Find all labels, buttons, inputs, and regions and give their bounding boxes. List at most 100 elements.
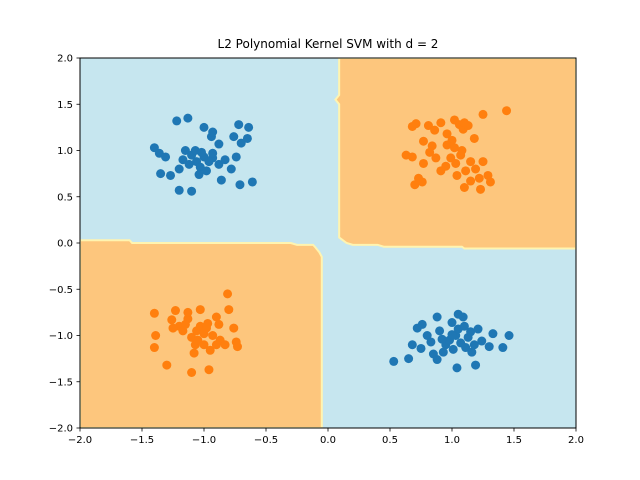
data-point-blue — [432, 355, 442, 365]
data-point-blue — [172, 116, 182, 126]
data-point-orange — [180, 319, 190, 329]
data-point-blue — [204, 157, 214, 167]
data-point-orange — [469, 133, 479, 143]
data-point-orange — [441, 161, 451, 171]
data-point-orange — [220, 340, 230, 350]
data-point-orange — [442, 129, 452, 139]
data-point-blue — [426, 337, 436, 347]
data-point-blue — [242, 133, 252, 143]
data-point-blue — [488, 329, 498, 339]
data-point-orange — [211, 312, 221, 322]
data-point-blue — [461, 343, 471, 353]
x-tick-label: 0.0 — [320, 435, 336, 446]
data-point-orange — [502, 106, 512, 116]
data-point-blue — [432, 312, 442, 322]
data-point-blue — [214, 159, 224, 169]
data-point-orange — [452, 170, 462, 180]
data-point-orange — [471, 164, 481, 174]
data-point-orange — [189, 348, 199, 358]
data-point-orange — [204, 365, 214, 375]
data-point-blue — [199, 122, 209, 132]
data-point-orange — [423, 121, 433, 131]
data-point-orange — [466, 176, 476, 186]
data-point-orange — [183, 307, 193, 317]
data-point-orange — [466, 157, 476, 167]
data-point-blue — [216, 175, 226, 185]
data-point-orange — [224, 305, 234, 315]
data-point-blue — [477, 336, 487, 346]
data-point-orange — [407, 152, 417, 162]
data-point-blue — [407, 340, 417, 350]
data-point-orange — [430, 125, 440, 135]
data-point-orange — [187, 368, 197, 377]
data-point-orange — [485, 177, 495, 187]
data-point-blue — [448, 344, 458, 354]
data-point-orange — [223, 289, 233, 299]
data-point-orange — [418, 158, 428, 168]
y-tick-label: 1.5 — [57, 100, 73, 111]
data-point-orange — [193, 335, 203, 345]
y-axis: −2.0 −1.5 −1.0 −0.5 0.0 0.5 1.0 1.5 2.0 — [49, 54, 80, 435]
data-point-orange — [208, 331, 218, 340]
x-tick-label: −1.5 — [130, 435, 154, 446]
data-point-blue — [194, 170, 204, 180]
decision-region-orange-1 — [334, 58, 576, 250]
data-point-orange — [170, 306, 180, 316]
x-tick-label: −1.0 — [192, 435, 216, 446]
data-point-blue — [459, 321, 469, 331]
data-point-blue — [467, 347, 477, 357]
data-point-orange — [461, 166, 471, 176]
data-point-blue — [389, 356, 399, 366]
data-point-blue — [471, 360, 481, 370]
y-tick-label: −0.5 — [49, 285, 73, 296]
chart-title: L2 Polynomial Kernel SVM with d = 2 — [218, 37, 439, 51]
data-point-blue — [231, 152, 241, 162]
data-point-blue — [469, 340, 479, 350]
data-point-orange — [149, 343, 159, 353]
data-point-blue — [220, 155, 230, 165]
data-point-blue — [447, 318, 457, 328]
data-point-blue — [235, 180, 245, 190]
data-point-orange — [211, 340, 221, 350]
data-point-orange — [151, 331, 161, 340]
y-tick-label: 0.0 — [57, 239, 73, 250]
data-point-orange — [459, 118, 469, 128]
y-tick-label: 2.0 — [57, 54, 73, 65]
data-point-blue — [466, 327, 476, 337]
data-point-blue — [447, 330, 457, 340]
y-tick-label: −1.5 — [49, 377, 73, 388]
data-point-orange — [167, 315, 177, 325]
y-tick-label: 1.0 — [57, 146, 73, 157]
data-point-orange — [199, 340, 209, 350]
data-point-orange — [149, 308, 159, 318]
y-tick-label: −1.0 — [49, 331, 73, 342]
data-point-orange — [162, 360, 172, 370]
data-point-orange — [449, 143, 459, 153]
data-point-blue — [498, 343, 508, 353]
data-point-blue — [473, 324, 483, 334]
data-point-blue — [437, 334, 447, 344]
data-point-orange — [418, 136, 428, 146]
data-point-orange — [411, 119, 421, 129]
data-point-blue — [214, 139, 224, 149]
data-point-blue — [484, 342, 494, 352]
data-point-orange — [478, 157, 488, 167]
data-point-blue — [234, 120, 244, 130]
data-point-blue — [416, 343, 426, 353]
data-point-blue — [166, 170, 176, 180]
data-point-orange — [431, 153, 441, 163]
data-point-orange — [436, 118, 446, 128]
x-tick-label: 2.0 — [568, 435, 584, 446]
data-point-blue — [208, 148, 218, 158]
data-point-orange — [195, 305, 205, 315]
data-point-blue — [438, 347, 448, 357]
data-point-blue — [504, 331, 514, 340]
data-point-orange — [214, 319, 224, 329]
data-point-blue — [161, 152, 171, 162]
data-point-orange — [451, 158, 461, 168]
data-point-blue — [187, 186, 197, 196]
data-point-blue — [417, 319, 427, 329]
data-point-blue — [184, 159, 194, 169]
data-point-orange — [476, 184, 486, 194]
